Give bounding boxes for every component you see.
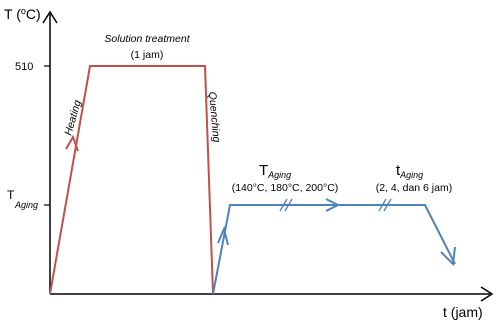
aging-time-values: (2, 4, dan 6 jam) bbox=[376, 182, 452, 194]
y-tick-label-510: 510 bbox=[15, 61, 33, 73]
aging-temp-values: (140°C, 180°C, 200°C) bbox=[232, 182, 339, 194]
aging-hold-arrow-icon bbox=[325, 198, 341, 212]
heating-arrow-icon bbox=[65, 134, 79, 152]
quenching-label: Quenching bbox=[206, 91, 222, 143]
break-mark-right bbox=[378, 198, 392, 212]
y-tick-label-aging-sub: Aging bbox=[14, 200, 38, 210]
aging-time-label: tAging bbox=[396, 162, 423, 180]
break-mark-left bbox=[279, 198, 293, 212]
y-tick-label-aging: T bbox=[7, 188, 15, 202]
solution-treatment-curve bbox=[49, 65, 214, 295]
aging-curve bbox=[212, 204, 456, 295]
x-axis-title: t (jam) bbox=[443, 304, 483, 320]
solution-treatment-duration: (1 jam) bbox=[131, 49, 164, 61]
solution-treatment-title: Solution treatment bbox=[104, 33, 190, 45]
y-axis-arrowhead bbox=[42, 10, 58, 24]
aging-temp-label: TAging bbox=[259, 162, 291, 180]
aging-cool-arrow-icon bbox=[440, 246, 456, 267]
y-axis-title: T (oC) bbox=[4, 6, 41, 22]
x-axis-arrowhead bbox=[480, 286, 494, 302]
aging-rise-arrow-icon bbox=[217, 225, 229, 246]
